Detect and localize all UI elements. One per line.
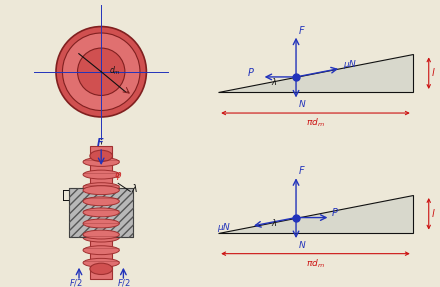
Circle shape bbox=[56, 27, 147, 117]
Ellipse shape bbox=[83, 183, 119, 192]
Text: P: P bbox=[248, 68, 254, 78]
Text: l: l bbox=[432, 68, 434, 78]
Polygon shape bbox=[218, 55, 413, 92]
Text: $F/2$: $F/2$ bbox=[117, 277, 130, 287]
Text: $\lambda$: $\lambda$ bbox=[131, 182, 138, 194]
Text: N: N bbox=[298, 100, 305, 109]
Ellipse shape bbox=[83, 246, 119, 255]
Text: $\lambda$: $\lambda$ bbox=[271, 217, 277, 228]
Text: $\pi d_m$: $\pi d_m$ bbox=[306, 117, 325, 129]
Text: $\varphi$: $\varphi$ bbox=[114, 170, 122, 182]
Ellipse shape bbox=[83, 220, 119, 229]
Bar bbox=[69, 188, 133, 236]
Ellipse shape bbox=[83, 170, 119, 179]
Bar bbox=[90, 146, 113, 279]
Text: $F/2$: $F/2$ bbox=[69, 277, 83, 287]
Circle shape bbox=[62, 33, 140, 110]
Ellipse shape bbox=[83, 197, 119, 206]
Text: $\mu N$: $\mu N$ bbox=[217, 221, 231, 234]
Text: $\pi d_m$: $\pi d_m$ bbox=[306, 257, 325, 270]
Ellipse shape bbox=[83, 208, 119, 217]
Text: N: N bbox=[298, 241, 305, 250]
Text: $d_m$: $d_m$ bbox=[109, 65, 121, 77]
Ellipse shape bbox=[83, 219, 119, 228]
Text: $\mu N$: $\mu N$ bbox=[343, 58, 358, 71]
Polygon shape bbox=[218, 195, 413, 232]
Ellipse shape bbox=[83, 233, 119, 242]
Text: l: l bbox=[432, 209, 434, 219]
Text: F: F bbox=[96, 138, 103, 148]
Ellipse shape bbox=[83, 208, 119, 217]
Text: $\lambda$: $\lambda$ bbox=[271, 76, 277, 87]
Circle shape bbox=[77, 48, 125, 95]
Bar bbox=[69, 188, 133, 236]
Ellipse shape bbox=[83, 158, 119, 166]
Ellipse shape bbox=[83, 195, 119, 204]
Text: F: F bbox=[298, 166, 304, 176]
Ellipse shape bbox=[83, 186, 119, 195]
Ellipse shape bbox=[83, 258, 119, 267]
Ellipse shape bbox=[90, 150, 113, 162]
Text: P: P bbox=[331, 208, 337, 218]
Ellipse shape bbox=[90, 263, 113, 274]
Ellipse shape bbox=[83, 230, 119, 239]
Text: F: F bbox=[298, 26, 304, 36]
